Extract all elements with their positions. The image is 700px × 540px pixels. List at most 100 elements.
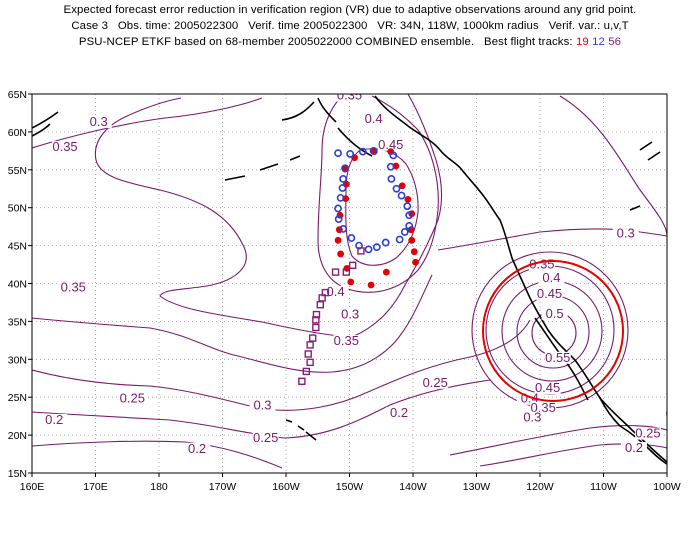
track-56-point (302, 367, 311, 376)
lat-label: 15N (8, 468, 27, 480)
lon-label: 140W (399, 481, 427, 493)
title-line-3: PSU-NCEP ETKF based on 68-member 2005022… (0, 34, 700, 50)
track-56-point (308, 334, 317, 342)
track-12-point (347, 234, 356, 242)
contour-label: 0.3 (253, 398, 271, 413)
track-56-point (312, 323, 320, 332)
contour-label-bg (360, 113, 387, 126)
lon-label: 160W (272, 481, 300, 493)
track-56-point (342, 268, 351, 276)
contour-label-bg (536, 288, 563, 301)
lon-label: 100W (653, 481, 681, 493)
track-19-point (404, 195, 412, 203)
title-line-2: Case 3 Obs. time: 2005022300 Verif. time… (71, 20, 629, 32)
track-19-point (347, 278, 355, 286)
contour-label-bg (184, 442, 211, 455)
contour-label: 0.3 (523, 410, 541, 425)
contour-label: 0.3 (341, 307, 359, 322)
lon-label: 120W (526, 481, 554, 493)
contour-label: 0.4 (542, 270, 560, 285)
track-19-point (334, 236, 342, 244)
contour-label-bg (386, 407, 413, 420)
contour-label-group: 0.350.40.30.35 0.450.350.30.350.40.450.50… (41, 94, 684, 456)
contour-label: 0.45 (537, 286, 562, 301)
contour-0.2-south (479, 443, 667, 467)
contour-label: 0.35 (334, 333, 359, 348)
track-56-point (306, 341, 314, 349)
contour-label-bg (661, 407, 667, 420)
contour-label-bg (538, 272, 565, 285)
lon-label: 150W (336, 481, 364, 493)
lon-label: 170E (83, 481, 108, 493)
contour-label: 0.5 (546, 306, 564, 321)
track-19-point (407, 226, 415, 234)
contour-0.2 (32, 379, 491, 439)
contour-label-bg (249, 399, 276, 412)
track-56-point (312, 316, 320, 324)
lat-label: 30N (8, 354, 27, 366)
contour-label: 0.35 (531, 400, 556, 415)
track-12-point (372, 243, 381, 252)
coast-hawaii (285, 419, 317, 441)
contour-label-bg (620, 442, 647, 455)
contour-label-bg (541, 307, 568, 320)
contour-0.3-northwest (32, 97, 263, 149)
track-12-point (334, 215, 343, 223)
track-56-point (316, 301, 324, 309)
lat-label: 35N (8, 316, 27, 328)
coast-aleutians (224, 155, 301, 181)
flight-track-56 (298, 247, 365, 385)
track-12-point (355, 241, 363, 250)
axis-ticks (28, 93, 668, 477)
contour-label: 0.4 (365, 111, 383, 126)
verification-region (482, 260, 624, 402)
track-id-12: 12 (592, 36, 605, 48)
contour-label-bg (530, 401, 557, 414)
contour-label: 0.4 (326, 284, 344, 299)
track-12-point (336, 193, 345, 202)
track-12-point (405, 221, 414, 230)
contour-label: 0.2 (666, 406, 684, 421)
track-12-point (400, 228, 409, 236)
contour-label-bg (85, 116, 112, 129)
track-12-point (334, 204, 342, 213)
contour-label-bg (519, 411, 546, 424)
track-56-point (318, 294, 326, 302)
track-19-point (410, 248, 418, 256)
contour-label-bg (377, 138, 404, 151)
track-56-point (348, 261, 357, 270)
track-12-point (341, 164, 349, 173)
contour-label-bg (52, 141, 79, 154)
flight-tracks (298, 146, 419, 385)
plot-header: Expected forecast error reduction in ver… (0, 2, 700, 50)
contour-label: 0.2 (188, 441, 206, 456)
track-12-point (403, 202, 412, 211)
track-12-point (387, 174, 396, 183)
track-56-point (298, 377, 306, 385)
contour-0.25 (32, 319, 531, 411)
contour-label: 0.25 (120, 391, 145, 406)
contour-label-bg (612, 227, 639, 240)
contour-0.25-south (449, 424, 667, 456)
lat-label: 50N (8, 203, 27, 215)
lat-label: 25N (8, 392, 27, 404)
coast-kamchatka (32, 111, 59, 137)
track-12-point (397, 191, 406, 200)
track-12-point (389, 151, 398, 160)
track-12-point (392, 184, 401, 193)
track-19-point (336, 211, 344, 219)
contour-label-bg (634, 427, 661, 440)
contour-label-bg (41, 413, 68, 426)
contour-label: 0.45 (378, 137, 403, 152)
contour-0.3-mid (32, 274, 433, 373)
track-12-point (405, 211, 414, 220)
track-12-point (338, 184, 347, 192)
track-19-point (367, 281, 375, 289)
contour-label-bg (119, 392, 146, 405)
contour-label-bg (544, 351, 571, 364)
track-19-point (382, 268, 390, 276)
track-19-point (398, 182, 406, 190)
lon-label: 160E (20, 481, 45, 493)
track-19-point (387, 148, 395, 156)
track-12-point (395, 235, 404, 244)
